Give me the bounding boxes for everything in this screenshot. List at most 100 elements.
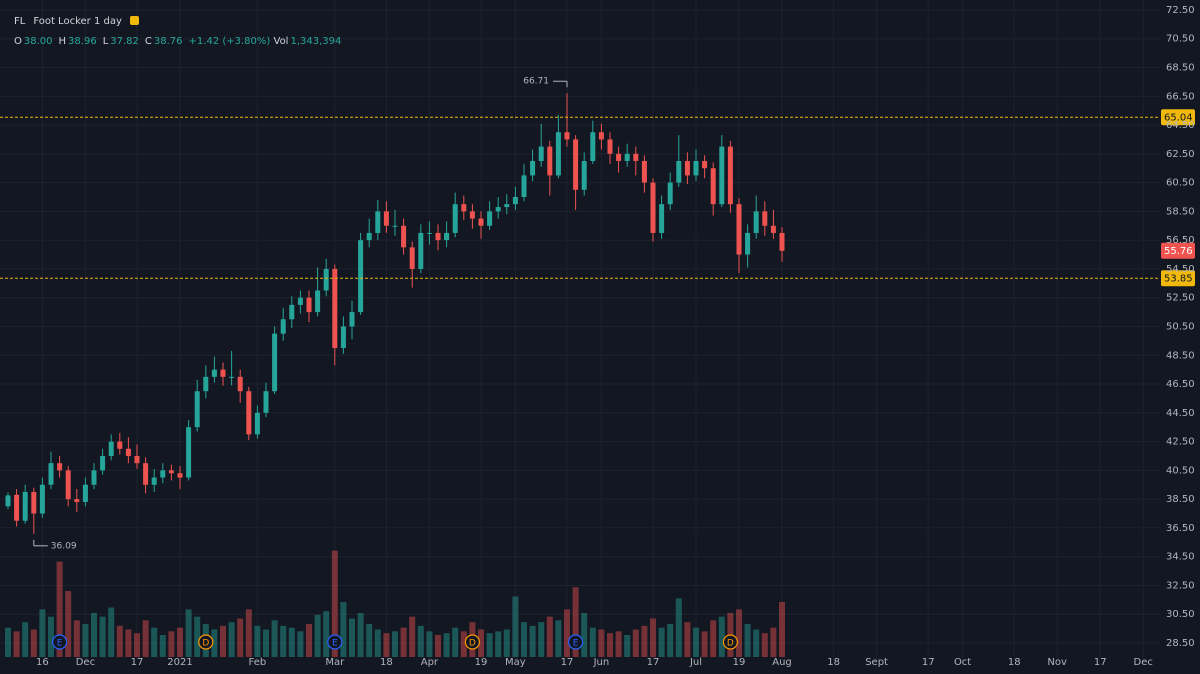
legend-values-row: O 38.00 H 38.96 L 37.82 C 38.76 +1.42 (+3.80%) V… — [14, 32, 347, 52]
volume-bar — [460, 631, 467, 657]
x-tick-label: Sept — [865, 657, 888, 668]
y-tick-label: 60.50 — [1166, 178, 1195, 189]
volume-bar — [108, 607, 115, 657]
level-label-bg — [1161, 109, 1195, 126]
y-tick-label: 50.50 — [1166, 321, 1195, 332]
ohlc-value: 38.76 — [153, 36, 183, 47]
candle-body — [676, 161, 682, 183]
x-tick-label: Dec — [1134, 657, 1153, 668]
candle-body — [160, 470, 166, 478]
ohlc-value: 38.00 — [23, 36, 53, 47]
event-marker — [198, 634, 214, 650]
candle-body — [65, 470, 71, 500]
candle-body — [487, 211, 493, 226]
volume-bar — [409, 616, 416, 657]
candle-body — [100, 455, 106, 471]
volume-bar — [478, 629, 484, 657]
candle-body — [82, 484, 88, 503]
x-tick-label: May — [505, 657, 526, 668]
x-tick-label: Aug — [772, 657, 792, 668]
volume-bar — [607, 633, 613, 657]
volume-bar — [435, 635, 441, 657]
y-tick-label: 44.50 — [1166, 408, 1195, 419]
volume-bar — [555, 620, 562, 657]
candle-body — [143, 463, 149, 485]
y-tick-label: 46.50 — [1166, 379, 1195, 390]
candle-body — [581, 161, 587, 190]
candle-body — [607, 139, 613, 154]
ohlc-key: C — [144, 36, 152, 47]
candle-body — [521, 175, 527, 197]
symbol-name: Foot Locker 1 day — [33, 16, 122, 27]
volume-bar — [349, 618, 355, 657]
volume-bar — [658, 627, 665, 657]
volume-bar — [546, 616, 553, 657]
y-tick-label: 28.50 — [1166, 638, 1195, 649]
candle-body — [616, 153, 622, 162]
event-label: D — [202, 639, 209, 649]
candle-body — [745, 232, 751, 255]
candle-body — [229, 376, 235, 378]
x-tick-label: Dec — [76, 657, 95, 668]
candle-body — [418, 232, 424, 269]
y-tick-label: 58.50 — [1166, 206, 1195, 217]
volume-bar — [245, 609, 252, 657]
level-label: 65.04 — [1164, 112, 1193, 123]
volume-bar — [581, 613, 588, 657]
candle-body — [495, 207, 501, 212]
high-marker-label: 66.71 — [523, 77, 549, 87]
candle-body — [14, 494, 20, 521]
flag-icon[interactable] — [129, 16, 139, 25]
volume-bar — [134, 633, 140, 657]
x-tick-label: 16 — [36, 657, 49, 668]
x-tick-label: Nov — [1047, 657, 1067, 668]
candle-body — [134, 455, 140, 464]
candle-body — [512, 196, 518, 205]
volume-bar — [220, 625, 226, 657]
x-tick-label: 19 — [475, 657, 488, 668]
volume-bar — [452, 627, 459, 657]
candle-body — [108, 441, 114, 456]
volume-bar — [392, 631, 398, 657]
y-tick-label: 62.50 — [1166, 149, 1195, 160]
candle-body — [315, 290, 321, 313]
candle-body — [237, 376, 243, 392]
volume-bar — [710, 620, 717, 657]
candle-body — [452, 204, 458, 233]
last-price-bg — [1161, 242, 1195, 259]
candle-body — [401, 225, 407, 248]
volume-bar — [177, 627, 183, 657]
candle-body — [659, 204, 665, 233]
volume-bar — [331, 550, 338, 657]
low-marker-label: 36.09 — [51, 541, 77, 551]
candle-body — [31, 491, 37, 514]
volume-bar — [314, 614, 321, 657]
candle-body — [48, 463, 54, 485]
candle-body — [779, 232, 785, 251]
candle-body — [667, 182, 673, 205]
candle-body — [762, 211, 768, 226]
legend-title-row: FL Foot Locker 1 day — [14, 12, 347, 32]
x-tick-label: 17 — [922, 657, 935, 668]
grid — [0, 0, 1160, 660]
candle-body — [349, 312, 355, 327]
volume-bar — [151, 627, 158, 657]
volume-bar — [589, 627, 596, 657]
candle-body — [168, 470, 174, 474]
volume-bar — [142, 620, 149, 657]
candle-body — [194, 391, 200, 428]
candle-body — [444, 232, 450, 241]
volume-bar — [417, 625, 424, 657]
volume-bar — [753, 629, 760, 657]
volume-bar — [486, 633, 493, 657]
candle-body — [211, 369, 217, 377]
candle-body — [203, 376, 209, 392]
candle-body — [538, 146, 544, 162]
candle-body — [22, 491, 28, 521]
volume-bar — [254, 625, 261, 657]
candle-body — [254, 412, 260, 435]
x-tick-label: 18 — [1008, 657, 1021, 668]
event-label: D — [727, 639, 734, 649]
volume-bar — [168, 631, 175, 657]
candle-body — [117, 441, 123, 449]
